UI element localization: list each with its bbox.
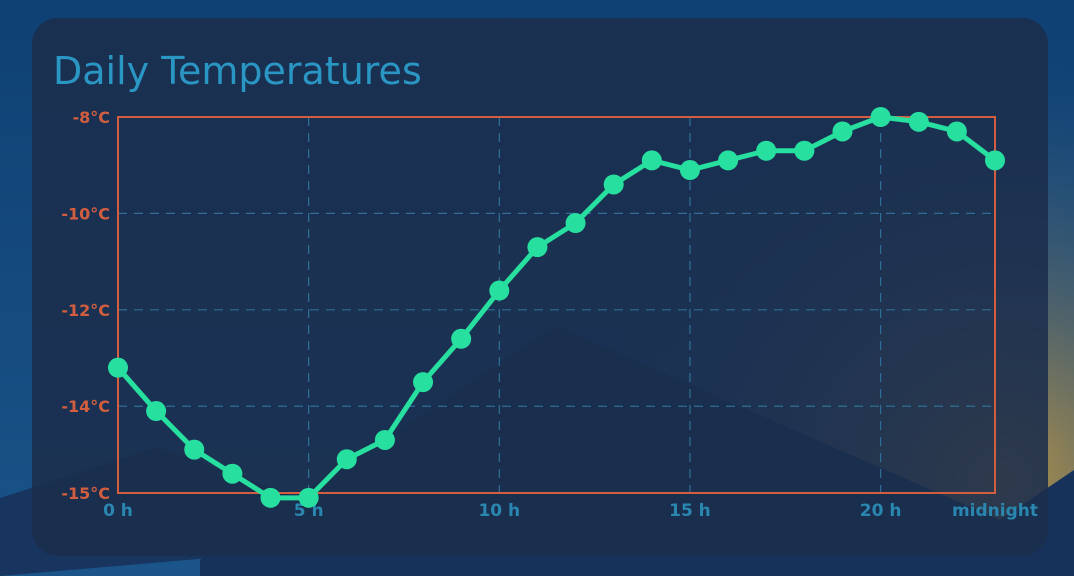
series-group bbox=[108, 107, 1005, 508]
data-point[interactable] bbox=[832, 121, 853, 142]
y-axis-ticks: -8°C -10°C -12°C -14°C -15°C bbox=[61, 108, 110, 503]
data-point[interactable] bbox=[985, 150, 1005, 171]
data-point[interactable] bbox=[565, 213, 586, 234]
x-tick-label: 0 h bbox=[103, 501, 133, 521]
grid-lines bbox=[118, 117, 995, 493]
data-point[interactable] bbox=[908, 111, 929, 132]
y-tick-label: -10°C bbox=[61, 204, 110, 223]
x-tick-label: 15 h bbox=[669, 501, 711, 521]
data-point[interactable] bbox=[527, 237, 548, 258]
data-point[interactable] bbox=[641, 150, 662, 171]
x-tick-label: 20 h bbox=[860, 501, 902, 521]
data-point[interactable] bbox=[108, 357, 128, 378]
data-point[interactable] bbox=[260, 487, 281, 508]
y-tick-label: -15°C bbox=[61, 484, 110, 503]
y-tick-label: -14°C bbox=[61, 397, 110, 416]
data-point[interactable] bbox=[489, 280, 510, 301]
data-point[interactable] bbox=[336, 449, 357, 470]
data-point[interactable] bbox=[413, 372, 434, 393]
data-point[interactable] bbox=[946, 121, 967, 142]
data-point[interactable] bbox=[794, 140, 815, 161]
data-point[interactable] bbox=[374, 429, 395, 450]
x-axis-ticks: 0 h 5 h 10 h 15 h 20 h midnight bbox=[103, 501, 1038, 521]
y-tick-label: -12°C bbox=[61, 301, 110, 320]
x-tick-label: midnight bbox=[952, 501, 1038, 521]
data-point[interactable] bbox=[222, 463, 243, 484]
x-tick-label: 5 h bbox=[294, 501, 324, 521]
data-point[interactable] bbox=[603, 174, 624, 195]
data-point[interactable] bbox=[718, 150, 739, 171]
plot-frame bbox=[117, 116, 996, 494]
y-tick-label: -8°C bbox=[72, 108, 110, 127]
data-point[interactable] bbox=[146, 401, 167, 422]
x-tick-label: 10 h bbox=[478, 501, 520, 521]
data-point[interactable] bbox=[298, 487, 319, 508]
chart-card bbox=[32, 18, 1048, 556]
data-point[interactable] bbox=[756, 140, 777, 161]
data-point[interactable] bbox=[679, 160, 700, 181]
chart-title: Daily Temperatures bbox=[53, 49, 422, 93]
data-point[interactable] bbox=[870, 107, 891, 127]
data-point[interactable] bbox=[451, 328, 472, 349]
plot-frame-rect bbox=[117, 116, 996, 494]
data-point[interactable] bbox=[184, 439, 205, 460]
